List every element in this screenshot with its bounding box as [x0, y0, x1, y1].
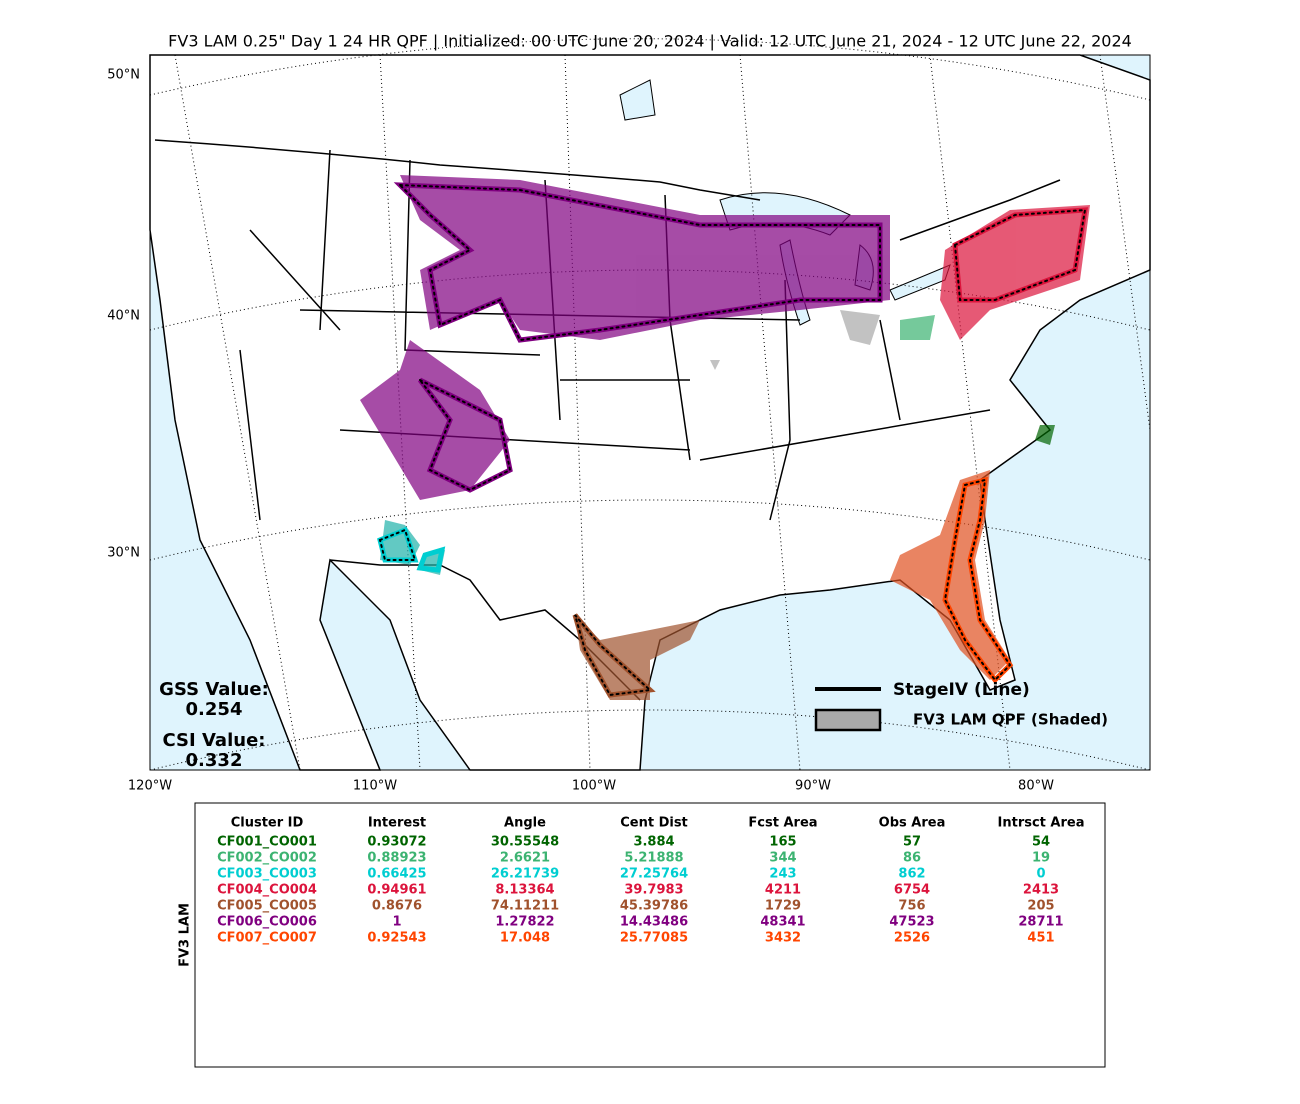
map: 50°N 40°N 30°N 120°W 110°W 100°W 90°W 80…	[107, 38, 1151, 794]
legend-label: FV3 LAM QPF (Shaded)	[913, 711, 1108, 729]
table-cell: 2413	[1023, 883, 1059, 898]
table-cell: 17.048	[500, 931, 550, 946]
table-cell: 756	[898, 899, 925, 914]
csi-label: CSI Value:	[163, 730, 266, 751]
table-cell: 47523	[889, 915, 934, 930]
column-header: Angle	[504, 816, 546, 831]
column-header: Cent Dist	[620, 816, 688, 831]
table-cell: 0.93072	[367, 835, 426, 850]
table-cell: 2526	[894, 931, 930, 946]
table-cell: 54	[1032, 835, 1050, 850]
csi-value: 0.332	[186, 750, 243, 771]
table-cell: CF005_CO005	[217, 899, 317, 914]
title: FV3 LAM 0.25" Day 1 24 HR QPF | Initiali…	[168, 32, 1132, 51]
table-cell: 0.66425	[367, 867, 426, 882]
legend: StageIV (Line) FV3 LAM QPF (Shaded)	[814, 680, 1108, 732]
column-header: Intrsct Area	[998, 816, 1085, 831]
lon-label: 80°W	[1018, 779, 1054, 794]
table-cell: 0.8676	[372, 899, 422, 914]
lon-label: 100°W	[572, 779, 616, 794]
lat-label: 30°N	[107, 546, 140, 561]
table-cell: 6754	[894, 883, 930, 898]
table-cell: CF002_CO002	[217, 851, 317, 866]
table-cell: 243	[769, 867, 796, 882]
table: Cluster ID Interest Angle Cent Dist Fcst Are…	[217, 816, 1084, 946]
table-cell: 19	[1032, 851, 1050, 866]
table-cell: 39.7983	[624, 883, 683, 898]
table-cell: 27.25764	[620, 867, 688, 882]
lon-labels: 120°W 110°W 100°W 90°W 80°W	[128, 779, 1054, 794]
table-cell: 862	[898, 867, 925, 882]
table-side-label: FV3 LAM	[178, 903, 193, 967]
table-cell: 0.88923	[367, 851, 426, 866]
column-header: Fcst Area	[748, 816, 817, 831]
table-cell: CF001_CO001	[217, 835, 317, 850]
table-cell: 0.92543	[367, 931, 426, 946]
table-cell: 205	[1027, 899, 1054, 914]
table-cell: 3.884	[633, 835, 674, 850]
table-cell: 165	[769, 835, 796, 850]
table-cell: 344	[769, 851, 796, 866]
table-cell: 14.43486	[620, 915, 688, 930]
table-frame	[194, 802, 1106, 1068]
table-cell: 2.6621	[500, 851, 550, 866]
table-cell: 5.21888	[624, 851, 683, 866]
lat-label: 40°N	[107, 309, 140, 324]
table-cell: CF007_CO007	[217, 931, 317, 946]
table-cell: 28711	[1018, 915, 1063, 930]
table-cell: 26.21739	[491, 867, 559, 882]
table-cell: 1	[392, 915, 401, 930]
table-cell: 3432	[765, 931, 801, 946]
column-header: Cluster ID	[231, 816, 304, 831]
lon-label: 110°W	[353, 779, 397, 794]
lat-label: 50°N	[107, 68, 140, 83]
land	[149, 54, 1151, 771]
table-cell: 57	[903, 835, 921, 850]
table-cell: 8.13364	[495, 883, 554, 898]
table-cell: CF006_CO006	[217, 915, 317, 930]
table-cell: 48341	[760, 915, 805, 930]
table-cell: 0	[1036, 867, 1045, 882]
stats: GSS Value: 0.254 CSI Value: 0.332	[159, 679, 269, 771]
legend-swatch	[814, 708, 882, 732]
table-cell: 45.39786	[620, 899, 688, 914]
lon-label: 120°W	[128, 779, 172, 794]
table-cell: 74.11211	[491, 899, 559, 914]
table-cell: 1.27822	[495, 915, 554, 930]
national-border	[154, 139, 1061, 701]
gss-value: 0.254	[186, 699, 243, 720]
lat-labels: 50°N 40°N 30°N	[107, 68, 140, 561]
table-cell: 4211	[765, 883, 801, 898]
table-cell: 451	[1027, 931, 1054, 946]
gss-label: GSS Value:	[159, 679, 269, 700]
table-cell: CF003_CO003	[217, 867, 317, 882]
table-cell: 25.77085	[620, 931, 688, 946]
table-cell: 86	[903, 851, 921, 866]
lon-label: 90°W	[795, 779, 831, 794]
table-cell: 30.55548	[491, 835, 559, 850]
table-cell: 1729	[765, 899, 801, 914]
legend-label: StageIV (Line)	[893, 680, 1030, 700]
table-cell: CF004_CO004	[217, 883, 317, 898]
column-header: Interest	[368, 816, 426, 831]
column-header: Obs Area	[879, 816, 946, 831]
outline-dots	[378, 183, 1087, 697]
table-cell: 0.94961	[367, 883, 426, 898]
